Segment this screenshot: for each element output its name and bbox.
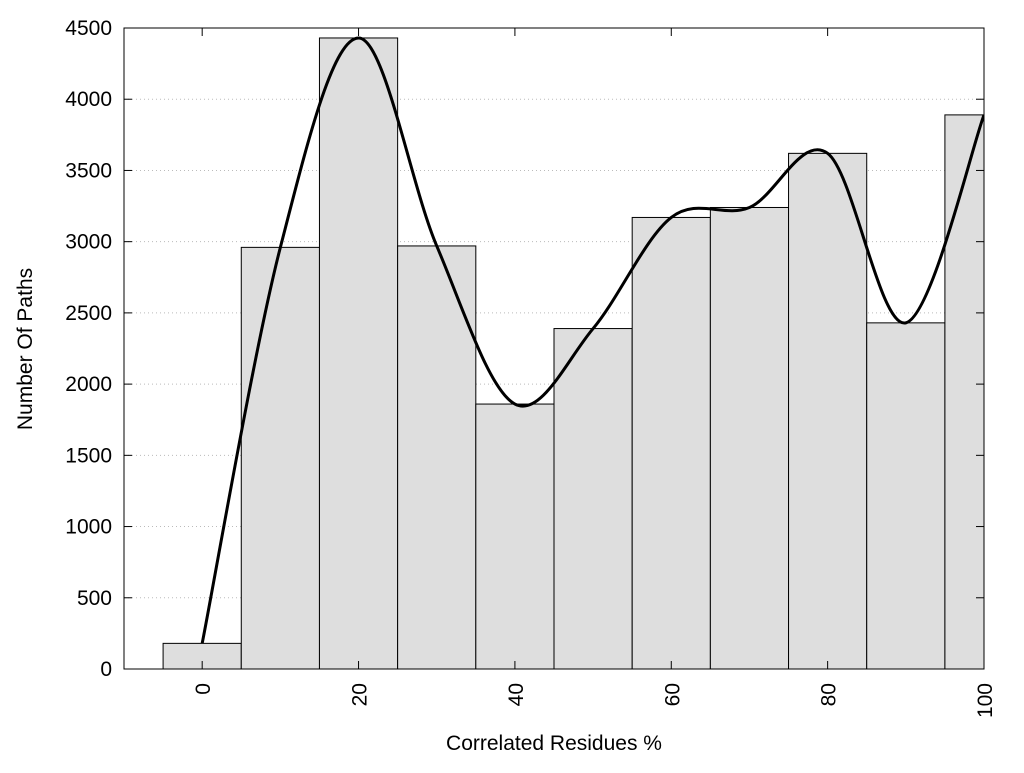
- y-tick-label: 0: [100, 658, 112, 681]
- x-tick-label: 60: [661, 683, 684, 706]
- y-tick-label: 500: [77, 587, 112, 610]
- x-tick-label: 0: [192, 683, 215, 695]
- x-tick-label: 80: [818, 683, 841, 706]
- bar: [240, 246, 320, 669]
- bar: [475, 403, 555, 669]
- smooth-line: [200, 36, 984, 644]
- y-tick-label: 2000: [65, 373, 112, 396]
- bar: [631, 216, 711, 669]
- bars: [162, 37, 984, 669]
- bar: [788, 152, 868, 669]
- bar: [944, 114, 984, 669]
- y-tick-label: 1500: [65, 444, 112, 467]
- line-group: [200, 36, 984, 644]
- bar: [397, 245, 477, 669]
- plot-frame: [123, 27, 985, 670]
- bar: [709, 206, 790, 669]
- x-tick-label: 20: [349, 683, 372, 706]
- y-tick-label: 1000: [65, 516, 112, 539]
- ticks: 0 500 1000 1500 2000 2500 3000 3500 4000 4500 0 20 4…: [65, 17, 997, 718]
- bar: [318, 37, 399, 669]
- bar: [553, 328, 633, 669]
- x-axis-label: Correlated Residues %: [446, 732, 662, 755]
- y-tick-label: 2500: [65, 302, 112, 325]
- y-axis-label: Number Of Paths: [14, 268, 37, 430]
- y-tick-label: 3500: [65, 159, 112, 182]
- x-tick-label: 100: [974, 683, 997, 718]
- x-tick-label: 40: [505, 683, 528, 706]
- y-tick-label: 3000: [65, 231, 112, 254]
- y-tick-label: 4500: [65, 17, 112, 40]
- y-tick-label: 4000: [65, 88, 112, 111]
- bar: [866, 322, 946, 669]
